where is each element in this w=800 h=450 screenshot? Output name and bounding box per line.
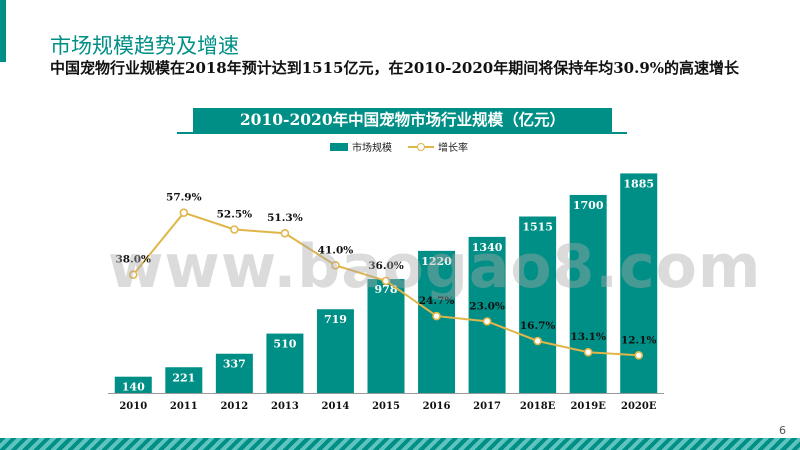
x-tick-label: 2014: [322, 401, 350, 412]
x-tick-label: 2018E: [520, 401, 556, 412]
legend-line-swatch: [408, 142, 434, 152]
x-tick-label: 2010: [119, 401, 147, 412]
bar-2014: [316, 309, 354, 393]
chart-title-underline: [177, 132, 627, 134]
growth-rate-point: [331, 261, 340, 270]
bar-value-label: 1220: [421, 255, 452, 268]
growth-rate-point: [280, 228, 290, 238]
bar-value-label: 140: [122, 381, 145, 394]
legend-bar-label: 市场规模: [352, 143, 392, 154]
bar-value-label: 719: [324, 313, 347, 326]
bar-value-label: 1700: [573, 199, 604, 212]
x-tick-label: 2016: [423, 401, 451, 412]
bar-value-label: 1340: [472, 241, 503, 254]
legend-item-line: 增长率: [408, 139, 468, 154]
x-tick-label: 2017: [473, 401, 501, 412]
bar-value-label: 1885: [623, 177, 654, 190]
growth-rate-label: 51.3%: [267, 212, 303, 224]
growth-rate-point: [583, 347, 593, 357]
x-tick-label: 2013: [271, 401, 299, 412]
growth-rate-label: 41.0%: [318, 244, 354, 256]
bar-2013: [266, 333, 304, 393]
growth-rate-point: [179, 208, 189, 217]
bar-value-label: 337: [223, 358, 246, 371]
growth-rate-point: [381, 276, 391, 286]
growth-rate-label: 52.5%: [217, 209, 253, 221]
legend-item-bar: 市场规模: [330, 139, 392, 154]
growth-rate-label: 12.1%: [621, 334, 657, 346]
x-tick-label: 2020E: [621, 401, 657, 412]
growth-rate-point: [230, 225, 239, 234]
growth-rate-label: 36.0%: [368, 260, 404, 272]
growth-rate-point: [634, 351, 644, 360]
bar-2017: [468, 236, 506, 393]
slide-subtitle: 中国宠物行业规模在2018年预计达到1515亿元，在2010-2020年期间将保…: [50, 59, 740, 77]
watermark: www.baogao8.com: [108, 232, 762, 302]
growth-rate-point: [432, 311, 441, 321]
x-tick-label: 2019E: [570, 401, 606, 412]
bar-2011: [165, 367, 203, 393]
growth-rate-label: 16.7%: [520, 320, 556, 332]
bar-2018E: [519, 216, 557, 393]
title-accent-bar: [0, 0, 6, 62]
bottom-stripe: [0, 438, 800, 450]
bar-value-label: 510: [273, 338, 296, 351]
legend-bar-swatch: [330, 142, 348, 151]
x-tick-label: 2015: [372, 401, 400, 412]
growth-rate-label: 38.0%: [115, 254, 151, 266]
x-tick-label: 2011: [170, 401, 198, 412]
growth-rate-point: [533, 336, 542, 346]
bar-2010: [114, 376, 152, 393]
growth-rate-point: [482, 317, 492, 326]
bar-value-label: 221: [172, 371, 195, 384]
growth-rate-label: 24.7%: [419, 295, 455, 307]
x-tick-label: 2012: [220, 401, 248, 412]
legend-line-label: 增长率: [438, 143, 468, 154]
bar-2012: [215, 353, 253, 393]
page-number: 6: [779, 424, 786, 437]
bar-2019E: [569, 194, 607, 393]
bar-value-label: 1515: [522, 221, 553, 234]
bar-2016: [418, 250, 456, 393]
chart-legend: 市场规模 增长率: [330, 139, 478, 154]
bar-value-label: 978: [375, 283, 398, 296]
growth-rate-label: 57.9%: [166, 192, 202, 204]
growth-rate-label: 23.0%: [469, 300, 505, 312]
bar-2015: [367, 279, 405, 393]
slide-title: 市场规模趋势及增速: [50, 34, 239, 58]
growth-rate-label: 13.1%: [570, 331, 606, 343]
chart-title: 2010-2020年中国宠物市场行业规模（亿元）: [193, 108, 612, 132]
growth-rate-point: [128, 270, 138, 279]
